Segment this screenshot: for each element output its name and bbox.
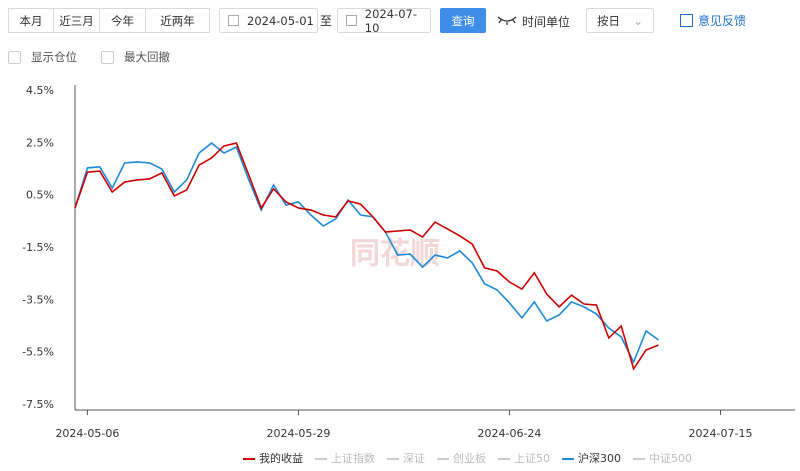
start-date-input[interactable]: 2024-05-01 bbox=[219, 8, 318, 33]
y-tick-label: 0.5% bbox=[26, 189, 54, 202]
series-line bbox=[74, 142, 659, 371]
unit-select[interactable]: 按日 ⌄ bbox=[586, 8, 654, 33]
start-date: 2024-05-01 bbox=[247, 13, 314, 28]
range-button[interactable]: 今年 bbox=[99, 8, 146, 33]
option-label: 显示仓位 bbox=[31, 50, 77, 64]
legend-label[interactable]: 深证 bbox=[403, 452, 425, 465]
y-tick-label: -7.5% bbox=[22, 398, 54, 411]
x-tick-label: 2024-06-24 bbox=[478, 427, 542, 440]
x-tick-label: 2024-05-29 bbox=[266, 427, 330, 440]
x-tick-label: 2024-07-15 bbox=[689, 427, 753, 440]
legend-label[interactable]: 我的收益 bbox=[259, 451, 303, 465]
end-date-input[interactable]: 2024-07-10 bbox=[337, 6, 431, 35]
end-date: 2024-07-10 bbox=[364, 6, 417, 35]
series-line bbox=[74, 142, 659, 365]
y-tick-label: -3.5% bbox=[22, 293, 54, 306]
feedback-link[interactable]: 意见反馈 bbox=[680, 12, 746, 29]
eye-icon bbox=[497, 16, 517, 25]
legend-label[interactable]: 沪深300 bbox=[578, 451, 621, 465]
range-button[interactable]: 本月 bbox=[8, 8, 54, 33]
to-label: 至 bbox=[320, 14, 333, 28]
feedback-text: 意见反馈 bbox=[698, 14, 747, 28]
y-tick-label: -1.5% bbox=[22, 241, 54, 254]
x-tick-label: 2024-05-06 bbox=[55, 427, 119, 440]
y-tick-label: 4.5% bbox=[26, 84, 54, 97]
legend-label[interactable]: 创业板 bbox=[453, 451, 486, 465]
option-checkbox[interactable]: 最大回撤 bbox=[101, 49, 170, 65]
legend-label[interactable]: 上证指数 bbox=[331, 451, 375, 465]
watermark: 同花顺 bbox=[350, 237, 440, 272]
range-button[interactable]: 近两年 bbox=[145, 8, 210, 33]
unit-select-value: 按日 bbox=[597, 13, 620, 28]
y-tick-label: 2.5% bbox=[26, 136, 54, 149]
legend-label[interactable]: 中证500 bbox=[649, 452, 692, 465]
option-label: 最大回撤 bbox=[124, 50, 170, 64]
legend-label[interactable]: 上证50 bbox=[514, 452, 550, 465]
time-unit-label: 时间单位 bbox=[522, 15, 571, 29]
option-checkbox[interactable]: 显示仓位 bbox=[8, 49, 77, 65]
range-button[interactable]: 近三月 bbox=[53, 8, 100, 33]
y-tick-label: -5.5% bbox=[22, 346, 54, 359]
query-button[interactable]: 查询 bbox=[440, 8, 486, 33]
